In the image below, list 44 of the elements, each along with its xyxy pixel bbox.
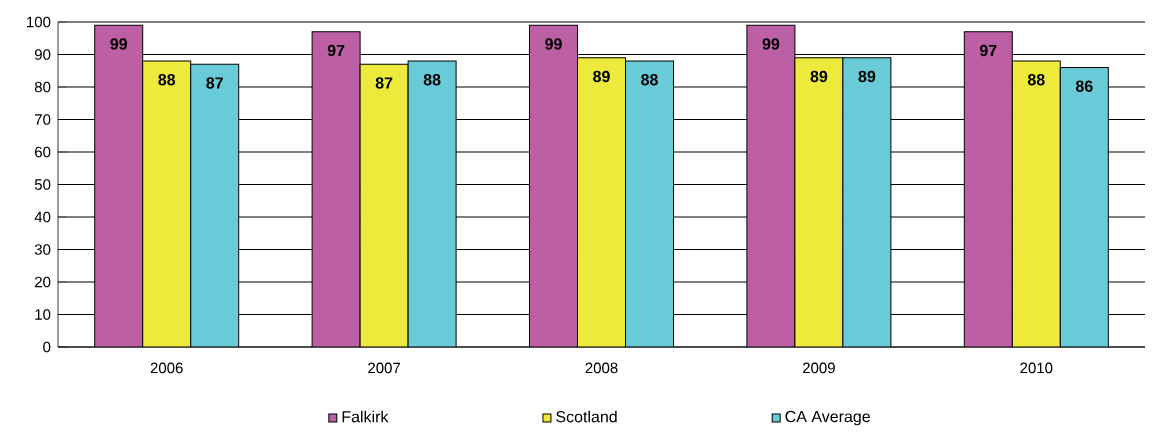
data-label: 88	[641, 74, 658, 86]
bar	[311, 31, 361, 347]
bar	[142, 60, 192, 347]
x-tick-label: 2007	[368, 362, 401, 374]
data-label: 87	[206, 77, 223, 89]
data-label: 97	[327, 44, 345, 57]
bar	[746, 24, 796, 347]
y-tick-label: 20	[35, 276, 51, 288]
y-tick-label: 30	[34, 244, 51, 255]
y-tick-label: 100	[27, 16, 51, 28]
data-label: 88	[1027, 74, 1045, 86]
x-tick-label: 2006	[150, 362, 183, 374]
data-label: 99	[110, 38, 128, 50]
data-label: 89	[593, 70, 610, 83]
bar	[794, 57, 844, 347]
legend-label: Scotland	[556, 410, 617, 423]
data-label: 97	[979, 44, 997, 57]
data-label: 89	[858, 70, 876, 83]
bar	[94, 24, 144, 347]
bar	[1011, 60, 1061, 347]
legend-label: CA Average	[785, 410, 870, 426]
data-label: 89	[810, 70, 828, 83]
data-label: 88	[158, 74, 176, 86]
x-tick-label: 2008	[585, 362, 618, 374]
bar	[577, 57, 626, 347]
y-tick-label: 10	[35, 309, 51, 320]
y-tick-label: 50	[34, 179, 51, 190]
y-tick-label: 90	[34, 49, 51, 60]
data-label: 99	[545, 38, 562, 50]
y-tick-label: 40	[34, 211, 51, 223]
bar	[359, 63, 409, 347]
legend-label: Falkirk	[342, 410, 389, 423]
data-label: 87	[375, 77, 393, 89]
bar	[529, 24, 578, 347]
x-tick-label: 2009	[802, 362, 835, 374]
y-tick-label: 60	[35, 146, 51, 158]
data-label: 86	[1075, 80, 1093, 92]
data-label: 88	[423, 74, 441, 86]
x-tick-label: 2010	[1020, 362, 1053, 374]
bar	[963, 31, 1013, 347]
y-tick-label: 80	[34, 81, 51, 93]
y-tick-label: 0	[43, 341, 51, 353]
y-tick-label: 70	[35, 114, 51, 125]
data-label: 99	[762, 38, 780, 50]
